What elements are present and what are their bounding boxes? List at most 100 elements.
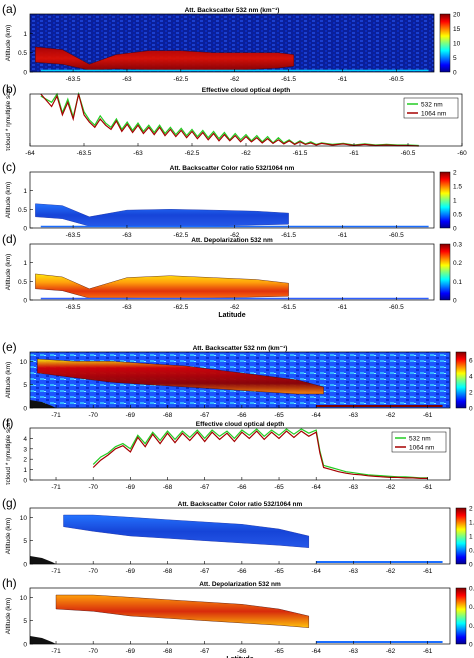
x-tick-label: -63 — [349, 648, 359, 655]
chart-title: Att. Backscatter Color ratio 532/1064 nm — [170, 165, 295, 172]
y-tick-label: 1 — [23, 260, 27, 267]
y-axis-label: τcloud * ηmultiple sca — [5, 89, 12, 152]
legend-label: 532 nm — [409, 436, 431, 443]
x-tick-label: -70 — [88, 484, 98, 491]
x-tick-label: -63.5 — [66, 76, 81, 83]
colorbar-tick-label: 0.2 — [469, 604, 474, 611]
surface-return — [316, 641, 443, 643]
plot-frame — [29, 587, 451, 645]
y-tick-label: 1 — [23, 188, 27, 195]
colorbar-tick-label: 2 — [469, 390, 473, 397]
y-tick-label: 0 — [23, 478, 27, 485]
x-tick-label: -63.5 — [77, 150, 92, 157]
x-tick-label: -63 — [122, 76, 132, 83]
x-tick-label: -61 — [338, 304, 348, 311]
x-tick-label: -63 — [133, 150, 143, 157]
y-tick-label: 2 — [23, 457, 27, 464]
x-tick-label: -62.5 — [173, 232, 188, 239]
y-axis-label: Altitude (km) — [5, 25, 12, 61]
x-tick-label: -61 — [423, 412, 433, 419]
x-tick-label: -63 — [349, 568, 359, 575]
x-tick-label: -63 — [349, 412, 359, 419]
colorbar — [439, 243, 451, 301]
plot-frame — [29, 427, 451, 481]
colorbar-tick-label: 5 — [453, 55, 457, 62]
legend-label: 1064 nm — [421, 111, 446, 118]
x-tick-label: -71 — [51, 412, 61, 419]
x-tick-label: -63.5 — [66, 304, 81, 311]
panel-label: (f) — [2, 416, 13, 430]
colorbar-tick-label: 1 — [469, 534, 473, 541]
chart-panel: (c) Att. Backscatter Color ratio 532/1064… — [2, 160, 462, 239]
y-tick-label: 1 — [23, 31, 27, 38]
y-tick-label: 10 — [20, 595, 28, 602]
panel-label: (c) — [2, 160, 16, 174]
cloud-layer — [35, 273, 289, 299]
colorbar-tick-label: 0.3 — [453, 242, 462, 249]
chart-panel: (h) Att. Depolarization 532 nm 0 0.1 0.2 0.3 -… — [2, 576, 474, 658]
y-tick-label: 5 — [23, 618, 27, 625]
chart-title: Att. Backscatter 532 nm (km⁻¹) — [185, 7, 280, 14]
surface-return — [316, 561, 443, 563]
panel-label: (e) — [2, 340, 17, 354]
x-tick-label: -62 — [230, 232, 240, 239]
chart-title: Effective cloud optical depth — [196, 421, 285, 428]
y-tick-label: 0 — [23, 298, 27, 305]
x-tick-label: -62.5 — [173, 304, 188, 311]
x-tick-label: -61 — [423, 648, 433, 655]
plot-frame — [29, 351, 451, 409]
y-axis-label: Altitude (km) — [5, 598, 12, 634]
chart-title: Att. Backscatter 532 nm (km⁻¹) — [193, 345, 288, 352]
x-tick-label: -64 — [311, 484, 321, 491]
plot-frame — [29, 171, 435, 229]
x-tick-label: -61 — [338, 76, 348, 83]
colorbar-tick-label: 6 — [469, 358, 473, 365]
x-tick-label: -62 — [386, 648, 396, 655]
colorbar-tick-label: 0.5 — [469, 548, 474, 555]
chart-panel: (g) Att. Backscatter Color ratio 532/1064… — [2, 496, 474, 575]
x-tick-label: -71 — [51, 568, 61, 575]
cloud-layer — [55, 594, 309, 628]
x-tick-label: -62 — [241, 150, 251, 157]
x-axis-label: Latitude — [226, 656, 253, 658]
x-tick-label: -60.5 — [389, 232, 404, 239]
chart-title: Att. Depolarization 532 nm — [199, 581, 281, 588]
colorbar-tick-label: 0 — [453, 298, 457, 305]
panel-label: (h) — [2, 576, 17, 590]
plot-background — [30, 94, 462, 146]
colorbar-tick-label: 1.5 — [469, 520, 474, 527]
colorbar — [455, 351, 467, 409]
x-tick-label: -62 — [386, 484, 396, 491]
panel-label: (g) — [2, 496, 17, 510]
y-axis-label: Altitude (km) — [5, 518, 12, 554]
plot-frame — [29, 507, 451, 565]
x-tick-label: -61.5 — [293, 150, 308, 157]
y-tick-label: 0 — [23, 70, 27, 77]
y-tick-label: 1 — [23, 467, 27, 474]
x-tick-label: -60 — [457, 150, 467, 157]
x-tick-label: -64 — [311, 412, 321, 419]
terrain — [30, 636, 56, 644]
colorbar-tick-label: 0 — [469, 406, 473, 413]
y-tick-label: 5 — [23, 538, 27, 545]
y-tick-label: 0 — [23, 406, 27, 413]
colorbar-tick-label: 0.5 — [453, 212, 462, 219]
chart-panel: (b) Effective cloud optical depth 532 nm 10… — [2, 82, 467, 157]
x-tick-label: -61.5 — [281, 304, 296, 311]
chart-title: Att. Backscatter Color ratio 532/1064 nm — [178, 501, 303, 508]
chart-panel: (e) Att. Backscatter 532 nm (km⁻¹) 0 2 4 6 -71… — [2, 340, 473, 419]
y-tick-label: 10 — [20, 515, 28, 522]
colorbar-tick-label: 0 — [469, 642, 473, 649]
x-tick-label: -69 — [126, 648, 136, 655]
y-tick-label: 0 — [23, 642, 27, 649]
colorbar-tick-label: 2 — [469, 506, 473, 513]
colorbar-tick-label: 0 — [453, 226, 457, 233]
x-tick-label: -62.5 — [173, 76, 188, 83]
x-tick-label: -62 — [230, 76, 240, 83]
x-tick-label: -60.5 — [401, 150, 416, 157]
colorbar-tick-label: 1.5 — [453, 184, 462, 191]
x-tick-label: -63 — [349, 484, 359, 491]
x-tick-label: -61.5 — [281, 76, 296, 83]
colorbar-tick-label: 2 — [453, 170, 457, 177]
